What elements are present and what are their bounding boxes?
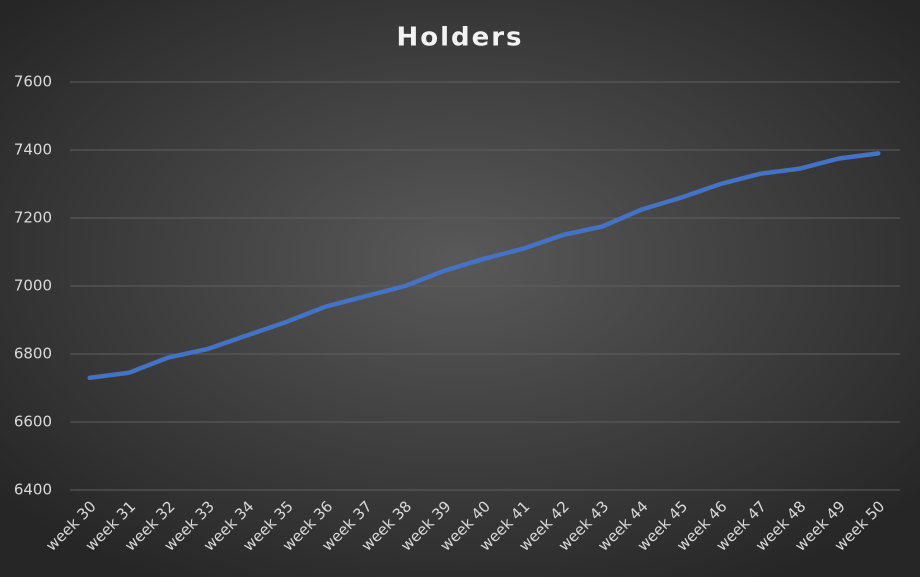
y-tick-label: 6600 <box>14 413 52 431</box>
data-line <box>87 151 881 381</box>
y-tick-label: 6800 <box>14 345 52 363</box>
y-tick-label: 7000 <box>14 277 52 295</box>
y-tick-label: 7200 <box>14 209 52 227</box>
y-tick-label: 7400 <box>14 141 52 159</box>
chart-title: Holders <box>396 23 523 53</box>
y-tick-label: 7600 <box>14 73 52 91</box>
y-tick-label: 6400 <box>14 481 52 499</box>
